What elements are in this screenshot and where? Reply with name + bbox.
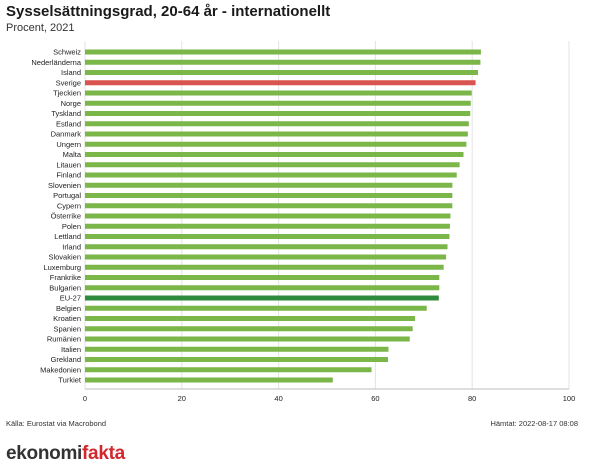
bar-danmark bbox=[85, 131, 468, 137]
category-label: Rumänien bbox=[47, 335, 81, 344]
category-label: Island bbox=[61, 68, 81, 77]
category-label: Belgien bbox=[56, 304, 81, 313]
bar-nederländerna bbox=[85, 59, 481, 65]
bar-estland bbox=[85, 121, 469, 127]
bar-tjeckien bbox=[85, 90, 472, 96]
category-label: Danmark bbox=[51, 130, 82, 139]
bar-norge bbox=[85, 100, 471, 106]
bar-finland bbox=[85, 172, 457, 178]
category-label: Bulgarien bbox=[49, 283, 81, 292]
bar-belgien bbox=[85, 305, 427, 311]
category-label: Lettland bbox=[54, 232, 81, 241]
category-label: Frankrike bbox=[50, 273, 81, 282]
category-label: Portugal bbox=[53, 191, 81, 200]
category-label: Tjeckien bbox=[53, 89, 81, 98]
bar-luxemburg bbox=[85, 264, 444, 270]
category-label: Polen bbox=[62, 222, 81, 231]
category-label: Malta bbox=[63, 150, 82, 159]
category-label: Estland bbox=[56, 119, 81, 128]
bar-makedonien bbox=[85, 367, 372, 373]
bar-österrike bbox=[85, 213, 451, 219]
bar-rumänien bbox=[85, 336, 410, 342]
bar-lettland bbox=[85, 234, 450, 239]
fetched-date: Hämtat: 2022-08-17 08:08 bbox=[490, 419, 578, 428]
category-label: Slovenien bbox=[48, 181, 81, 190]
bar-bulgarien bbox=[85, 285, 440, 291]
x-tick-label: 0 bbox=[83, 394, 87, 403]
source-note: Källa: Eurostat via Macrobond bbox=[6, 419, 107, 428]
category-label: Schweiz bbox=[53, 48, 81, 57]
bar-cypern bbox=[85, 203, 453, 209]
bar-spanien bbox=[85, 326, 413, 332]
category-label: Norge bbox=[61, 99, 81, 108]
category-label: Grekland bbox=[51, 355, 81, 364]
bar-schweiz bbox=[85, 49, 481, 55]
x-tick-label: 100 bbox=[563, 394, 576, 403]
x-tick-label: 60 bbox=[371, 394, 379, 403]
bar-ungern bbox=[85, 141, 467, 147]
x-tick-label: 20 bbox=[178, 394, 186, 403]
bar-slovakien bbox=[85, 254, 447, 260]
bar-polen bbox=[85, 223, 450, 229]
category-label: Italien bbox=[61, 345, 81, 354]
category-label: Ungern bbox=[56, 140, 81, 149]
bar-malta bbox=[85, 152, 464, 157]
chart-title: Sysselsättningsgrad, 20-64 år - internat… bbox=[6, 3, 331, 20]
category-label: Luxemburg bbox=[43, 263, 81, 272]
bar-italien bbox=[85, 346, 389, 352]
category-label: Tyskland bbox=[51, 109, 81, 118]
chart-subtitle: Procent, 2021 bbox=[6, 22, 75, 34]
x-tick-label: 80 bbox=[468, 394, 476, 403]
category-label: EU-27 bbox=[60, 294, 81, 303]
bar-kroatien bbox=[85, 316, 416, 321]
ekonomifakta-logo: ekonomifakta bbox=[6, 443, 125, 465]
category-label: Litauen bbox=[56, 160, 81, 169]
category-label: Slovakien bbox=[48, 253, 81, 262]
bar-turkiet bbox=[85, 377, 333, 383]
category-label: Turkiet bbox=[58, 376, 82, 385]
bar-eu-27 bbox=[85, 295, 439, 301]
x-tick-label: 40 bbox=[274, 394, 282, 403]
bar-litauen bbox=[85, 162, 460, 168]
bar-slovenien bbox=[85, 182, 453, 188]
logo-text-part2: fakta bbox=[82, 443, 125, 464]
category-label: Irland bbox=[62, 242, 81, 251]
bar-island bbox=[85, 70, 479, 75]
bar-irland bbox=[85, 244, 448, 250]
category-label: Finland bbox=[56, 171, 81, 180]
bar-portugal bbox=[85, 193, 453, 198]
category-label: Sverige bbox=[56, 78, 81, 87]
logo-text-part1: ekonomi bbox=[6, 443, 83, 464]
category-label: Cypern bbox=[57, 201, 81, 210]
bar-frankrike bbox=[85, 275, 440, 280]
category-label: Spanien bbox=[53, 324, 81, 333]
category-label: Kroatien bbox=[53, 314, 81, 323]
bar-grekland bbox=[85, 357, 388, 362]
bar-sverige bbox=[85, 80, 476, 86]
bar-tyskland bbox=[85, 111, 471, 116]
category-label: Nederländerna bbox=[31, 58, 81, 67]
category-label: Makedonien bbox=[40, 365, 81, 374]
category-label: Österrike bbox=[51, 212, 81, 221]
